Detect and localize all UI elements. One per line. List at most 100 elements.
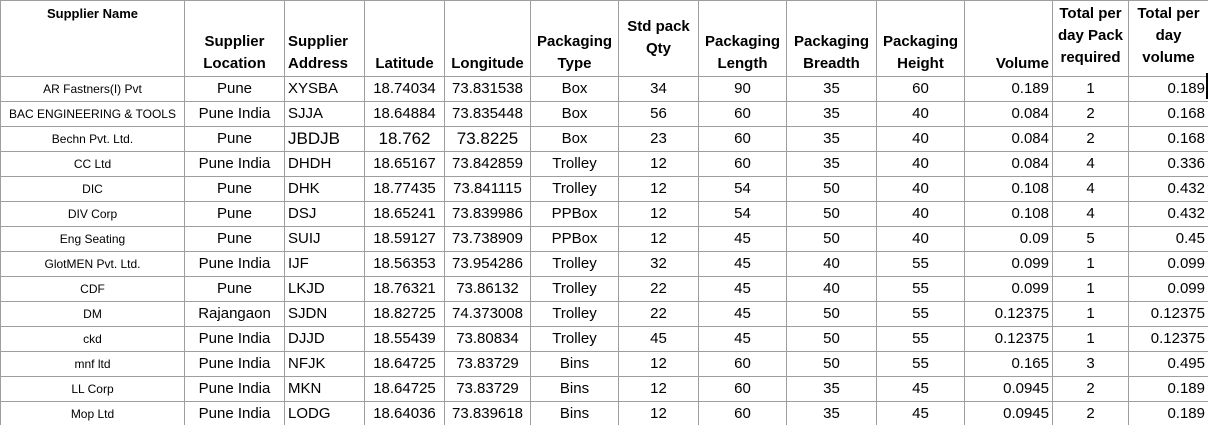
supplier-location-cell[interactable]: Pune: [184, 76, 285, 102]
volume-cell[interactable]: 0.099: [964, 251, 1053, 277]
supplier-address-cell[interactable]: DSJ: [284, 201, 365, 227]
packaging-breadth-cell[interactable]: 50: [786, 201, 877, 227]
longitude-cell[interactable]: 73.80834: [444, 326, 531, 352]
packaging-breadth-cell[interactable]: 35: [786, 376, 877, 402]
packaging-type-cell[interactable]: Trolley: [530, 301, 619, 327]
header-supplier-address[interactable]: Supplier Address: [284, 0, 365, 77]
packaging-length-cell[interactable]: 45: [698, 226, 787, 252]
packaging-breadth-cell[interactable]: 50: [786, 226, 877, 252]
std-pack-qty-cell[interactable]: 12: [618, 376, 699, 402]
packaging-height-cell[interactable]: 55: [876, 301, 965, 327]
packaging-breadth-cell[interactable]: 35: [786, 76, 877, 102]
packaging-height-cell[interactable]: 40: [876, 101, 965, 127]
day-volume-cell[interactable]: 0.432: [1128, 201, 1208, 227]
packaging-length-cell[interactable]: 60: [698, 401, 787, 425]
packaging-breadth-cell[interactable]: 35: [786, 126, 877, 152]
header-packaging-length[interactable]: Packaging Length: [698, 0, 787, 77]
packaging-breadth-cell[interactable]: 35: [786, 401, 877, 425]
supplier-name-cell[interactable]: AR Fastners(I) Pvt: [0, 76, 185, 102]
pack-required-cell[interactable]: 2: [1052, 401, 1129, 425]
supplier-name-cell[interactable]: Bechn Pvt. Ltd.: [0, 126, 185, 152]
pack-required-cell[interactable]: 3: [1052, 351, 1129, 377]
supplier-name-cell[interactable]: DIV Corp: [0, 201, 185, 227]
supplier-address-cell[interactable]: DHK: [284, 176, 365, 202]
supplier-location-cell[interactable]: Pune India: [184, 351, 285, 377]
day-volume-cell[interactable]: 0.189: [1128, 376, 1208, 402]
header-total-per-day-volume[interactable]: Total per day volume: [1128, 0, 1208, 77]
supplier-name-cell[interactable]: CC Ltd: [0, 151, 185, 177]
std-pack-qty-cell[interactable]: 45: [618, 326, 699, 352]
packaging-type-cell[interactable]: Box: [530, 126, 619, 152]
packaging-height-cell[interactable]: 55: [876, 326, 965, 352]
packaging-length-cell[interactable]: 45: [698, 326, 787, 352]
packaging-length-cell[interactable]: 45: [698, 251, 787, 277]
packaging-length-cell[interactable]: 60: [698, 101, 787, 127]
supplier-address-cell[interactable]: IJF: [284, 251, 365, 277]
packaging-type-cell[interactable]: PPBox: [530, 226, 619, 252]
supplier-address-cell[interactable]: SJJA: [284, 101, 365, 127]
std-pack-qty-cell[interactable]: 22: [618, 276, 699, 302]
supplier-location-cell[interactable]: Rajangaon: [184, 301, 285, 327]
supplier-location-cell[interactable]: Pune India: [184, 101, 285, 127]
day-volume-cell[interactable]: 0.189: [1128, 76, 1208, 102]
supplier-address-cell[interactable]: DHDH: [284, 151, 365, 177]
longitude-cell[interactable]: 73.8225: [444, 126, 531, 152]
volume-cell[interactable]: 0.084: [964, 101, 1053, 127]
packaging-breadth-cell[interactable]: 50: [786, 351, 877, 377]
header-latitude[interactable]: Latitude: [364, 0, 445, 77]
supplier-address-cell[interactable]: DJJD: [284, 326, 365, 352]
packaging-type-cell[interactable]: Bins: [530, 351, 619, 377]
pack-required-cell[interactable]: 2: [1052, 126, 1129, 152]
pack-required-cell[interactable]: 4: [1052, 201, 1129, 227]
pack-required-cell[interactable]: 1: [1052, 276, 1129, 302]
longitude-cell[interactable]: 73.839986: [444, 201, 531, 227]
packaging-height-cell[interactable]: 40: [876, 201, 965, 227]
longitude-cell[interactable]: 73.954286: [444, 251, 531, 277]
header-supplier-name[interactable]: Supplier Name: [0, 0, 185, 77]
packaging-type-cell[interactable]: Box: [530, 76, 619, 102]
supplier-name-cell[interactable]: mnf ltd: [0, 351, 185, 377]
supplier-address-cell[interactable]: SJDN: [284, 301, 365, 327]
packaging-breadth-cell[interactable]: 35: [786, 151, 877, 177]
latitude-cell[interactable]: 18.76321: [364, 276, 445, 302]
packaging-height-cell[interactable]: 60: [876, 76, 965, 102]
packaging-breadth-cell[interactable]: 40: [786, 251, 877, 277]
std-pack-qty-cell[interactable]: 12: [618, 401, 699, 425]
supplier-address-cell[interactable]: LODG: [284, 401, 365, 425]
packaging-height-cell[interactable]: 40: [876, 226, 965, 252]
supplier-location-cell[interactable]: Pune India: [184, 151, 285, 177]
day-volume-cell[interactable]: 0.12375: [1128, 326, 1208, 352]
day-volume-cell[interactable]: 0.12375: [1128, 301, 1208, 327]
header-packaging-height[interactable]: Packaging Height: [876, 0, 965, 77]
packaging-type-cell[interactable]: Trolley: [530, 176, 619, 202]
longitude-cell[interactable]: 73.842859: [444, 151, 531, 177]
longitude-cell[interactable]: 73.841115: [444, 176, 531, 202]
pack-required-cell[interactable]: 4: [1052, 151, 1129, 177]
pack-required-cell[interactable]: 1: [1052, 326, 1129, 352]
longitude-cell[interactable]: 73.839618: [444, 401, 531, 425]
latitude-cell[interactable]: 18.77435: [364, 176, 445, 202]
latitude-cell[interactable]: 18.64725: [364, 351, 445, 377]
supplier-location-cell[interactable]: Pune: [184, 201, 285, 227]
packaging-type-cell[interactable]: Trolley: [530, 326, 619, 352]
packaging-length-cell[interactable]: 60: [698, 151, 787, 177]
supplier-location-cell[interactable]: Pune India: [184, 326, 285, 352]
header-volume[interactable]: Volume: [964, 0, 1053, 77]
longitude-cell[interactable]: 73.831538: [444, 76, 531, 102]
std-pack-qty-cell[interactable]: 12: [618, 201, 699, 227]
supplier-address-cell[interactable]: LKJD: [284, 276, 365, 302]
latitude-cell[interactable]: 18.59127: [364, 226, 445, 252]
header-supplier-location[interactable]: Supplier Location: [184, 0, 285, 77]
header-packaging-breadth[interactable]: Packaging Breadth: [786, 0, 877, 77]
pack-required-cell[interactable]: 5: [1052, 226, 1129, 252]
day-volume-cell[interactable]: 0.432: [1128, 176, 1208, 202]
latitude-cell[interactable]: 18.64884: [364, 101, 445, 127]
packaging-height-cell[interactable]: 55: [876, 276, 965, 302]
header-packaging-type[interactable]: Packaging Type: [530, 0, 619, 77]
supplier-name-cell[interactable]: BAC ENGINEERING & TOOLS: [0, 101, 185, 127]
latitude-cell[interactable]: 18.56353: [364, 251, 445, 277]
volume-cell[interactable]: 0.189: [964, 76, 1053, 102]
supplier-name-cell[interactable]: DM: [0, 301, 185, 327]
supplier-location-cell[interactable]: Pune: [184, 176, 285, 202]
day-volume-cell[interactable]: 0.168: [1128, 101, 1208, 127]
